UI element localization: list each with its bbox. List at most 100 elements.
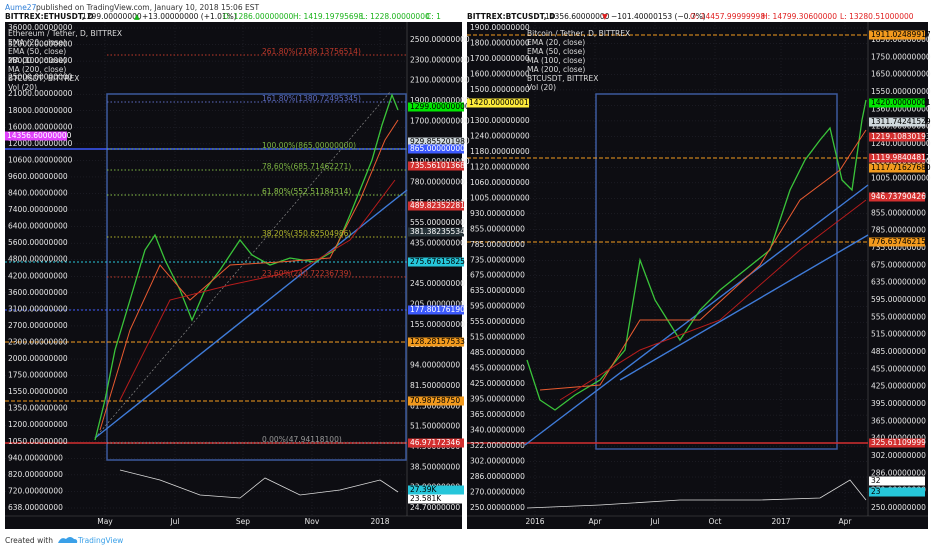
left-axis-label: 2300.00000000	[8, 337, 68, 346]
change: +13.00000000 (+1.01%)	[142, 12, 237, 21]
price-badge: 23.581K	[410, 494, 442, 503]
left-axis-label: 635.00000000	[470, 286, 525, 295]
left-axis-label: 1550.00000000	[8, 387, 68, 396]
x-axis-label: Apr	[839, 517, 853, 526]
left-axis-label: 10600.00000000	[8, 155, 73, 164]
published: published on TradingView.com, January 10…	[36, 3, 259, 12]
right-axis-label: 735.00000000	[871, 243, 926, 252]
left-header: BITTREX:ETHUSDT, D 1299.00000000 ▲ +13.0…	[5, 12, 441, 21]
legend-item: MA (200, close)	[527, 65, 585, 74]
price-badge-bg	[408, 485, 464, 495]
left-axis-label: 322.00000000	[470, 441, 525, 450]
price-badge: 489.82352281	[410, 201, 465, 210]
legend-item: BTCUSDT, BITTREX	[527, 74, 598, 83]
footer-brand[interactable]: TradingView	[77, 536, 123, 545]
fib-label: 38.20%(350.62504986)	[262, 229, 351, 238]
left-axis-label: 1050.00000000	[8, 437, 68, 446]
price: 14356.60000000	[545, 12, 610, 21]
left-axis-label: 720.00000000	[8, 486, 63, 495]
right-axis-label: 205.00000000	[410, 300, 465, 309]
price-badge: 70.98758750	[410, 396, 460, 405]
price-badge-bg	[408, 227, 464, 237]
price-badge-bg	[408, 201, 464, 211]
left-axis-label: 28000.00000000	[8, 56, 73, 65]
close: C: 1	[426, 12, 441, 21]
x-axis-label: 2018	[370, 517, 389, 526]
left-axis-label: 32000.00000000	[8, 40, 73, 49]
left-axis-label: 1240.00000000	[470, 131, 530, 140]
price-badge-bg	[408, 161, 464, 171]
left-axis-label: 1180.00000000	[470, 147, 530, 156]
fib-label: 78.60%(685.71462271)	[262, 162, 351, 171]
right-axis-label: 1750.00000000	[871, 52, 931, 61]
legend-item: EMA (20, close)	[527, 38, 585, 47]
legend-item: Vol (20)	[8, 83, 37, 92]
right-axis-label: 155.00000000	[410, 320, 465, 329]
price-badge: 1420.00000001	[871, 98, 931, 107]
author[interactable]: Aume27	[5, 3, 37, 12]
left-axis-label: 18000.00000000	[8, 106, 73, 115]
logo	[58, 537, 78, 543]
left-badge: 1420.00000001	[469, 98, 529, 107]
price-badge: 776.63746215	[871, 237, 926, 246]
price-badge-bg	[869, 487, 925, 497]
left-axis-label: 1750.00000000	[8, 371, 68, 380]
left-axis-label: 2000.00000000	[8, 354, 68, 363]
right-axis-label: 425.00000000	[871, 382, 926, 391]
left-axis-label: 820.00000000	[8, 470, 63, 479]
right-drawings	[467, 34, 869, 509]
left-axis-label: 7400.00000000	[8, 205, 68, 214]
price-badge: 1219.10830193	[871, 132, 931, 141]
left-axis-label: 1200.00000000	[8, 420, 68, 429]
right-axis-label: 1240.00000000	[871, 139, 931, 148]
left-axis-label: 6400.00000000	[8, 222, 68, 231]
price-badge-bg	[869, 163, 925, 173]
left-axis-label: 3600.00000000	[8, 288, 68, 297]
left-axis-label: 1900.00000000	[470, 23, 530, 32]
left-axis-label: 595.00000000	[470, 302, 525, 311]
left-axis-label: 638.00000000	[8, 503, 63, 512]
right-axis-label: 555.00000000	[871, 312, 926, 321]
fib-label: 161.80%(1380.72495345)	[262, 94, 361, 103]
x-axis-label: May	[97, 517, 113, 526]
price-badge: 735.56101368	[410, 161, 465, 170]
price-badge-bg	[869, 192, 925, 202]
legend-item: Ethereum / Tether, D, BITTREX	[8, 29, 122, 38]
left-badge: 14356.60000000	[7, 131, 72, 140]
price-badge: 32	[871, 476, 881, 485]
left-axis-label: 1500.00000000	[470, 85, 530, 94]
price-badge: 275.67615825	[410, 257, 465, 266]
fib-label: 61.80%(552.51184314)	[262, 187, 351, 196]
left-axis-label: 270.00000000	[470, 488, 525, 497]
left-axis-label: 735.00000000	[470, 255, 525, 264]
price-badge: 325.61109999	[871, 438, 926, 447]
fib-label: 100.00%(865.00000000)	[262, 141, 356, 150]
left-axis-label: 5600.00000000	[8, 238, 68, 247]
price-badge-bg	[408, 337, 464, 347]
right-axis-label: 365.00000000	[871, 416, 926, 425]
price-badge: 929.85520198	[410, 137, 465, 146]
right-axis-label: 51.50000000	[410, 422, 460, 431]
right-axis-label: 81.50000000	[410, 381, 460, 390]
symbol: BITTREX:ETHUSDT, D	[5, 12, 94, 21]
price-badge: 1119.98404817	[871, 153, 931, 162]
svg-text:▼: ▼	[602, 12, 608, 21]
left-axis-label: 21000.00000000	[8, 89, 73, 98]
fib-label: 23.60%(240.72236739)	[262, 269, 351, 278]
price-badge-bg	[869, 476, 925, 486]
left-axis-label: 9600.00000000	[8, 172, 68, 181]
fib-label: 0.00%(47.94118100)	[262, 435, 342, 444]
left-axis-label: 785.00000000	[470, 240, 525, 249]
x-axis-label: Nov	[305, 517, 320, 526]
left-axis-label: 855.00000000	[470, 224, 525, 233]
price-badge: 946.73790426	[871, 192, 926, 201]
left-axis-label: 302.00000000	[470, 457, 525, 466]
left-axis-label: 1060.00000000	[470, 178, 530, 187]
right-axis-label: 1360.00000000	[871, 104, 931, 113]
right-axis-label: 515.00000000	[871, 330, 926, 339]
legend-item: MA (200, close)	[8, 65, 66, 74]
legend-item: MA (100, close)	[527, 56, 585, 65]
price-badge: 381.38235534	[410, 227, 465, 236]
x-axis-label: Apr	[589, 517, 603, 526]
left-axis-label: 25000.00000000	[8, 73, 73, 82]
